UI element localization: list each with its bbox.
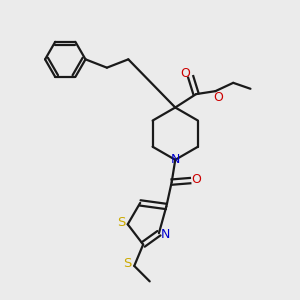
Text: O: O [181,68,190,80]
Text: S: S [123,257,131,270]
Text: N: N [161,228,170,241]
Text: O: O [213,91,223,104]
Text: S: S [117,216,125,229]
Text: N: N [171,153,180,166]
Text: O: O [192,172,202,186]
